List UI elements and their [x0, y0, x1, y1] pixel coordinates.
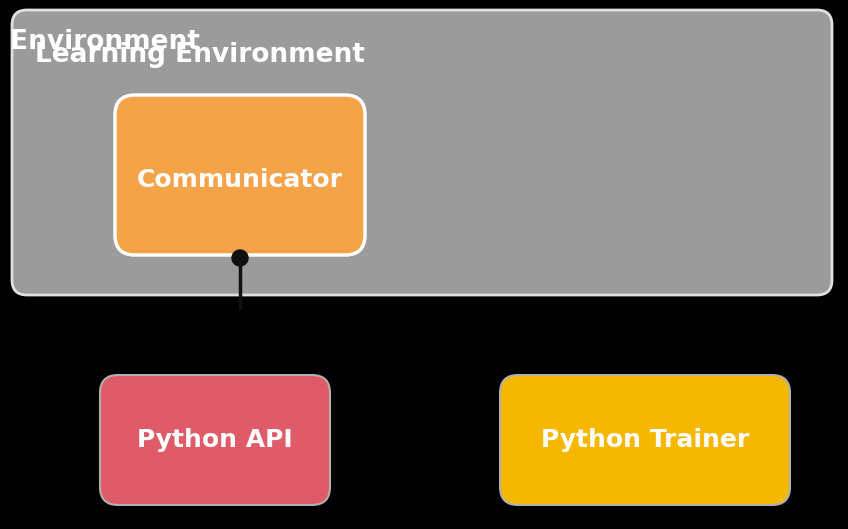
- FancyBboxPatch shape: [100, 375, 330, 505]
- Text: Python Trainer: Python Trainer: [541, 428, 749, 452]
- FancyBboxPatch shape: [12, 10, 832, 295]
- FancyBboxPatch shape: [500, 375, 790, 505]
- Text: Python API: Python API: [137, 428, 293, 452]
- Text: Learning Environment: Learning Environment: [0, 29, 200, 55]
- Text: Communicator: Communicator: [137, 168, 343, 192]
- FancyBboxPatch shape: [115, 95, 365, 255]
- Circle shape: [232, 250, 248, 266]
- Text: Learning Environment: Learning Environment: [35, 42, 365, 68]
